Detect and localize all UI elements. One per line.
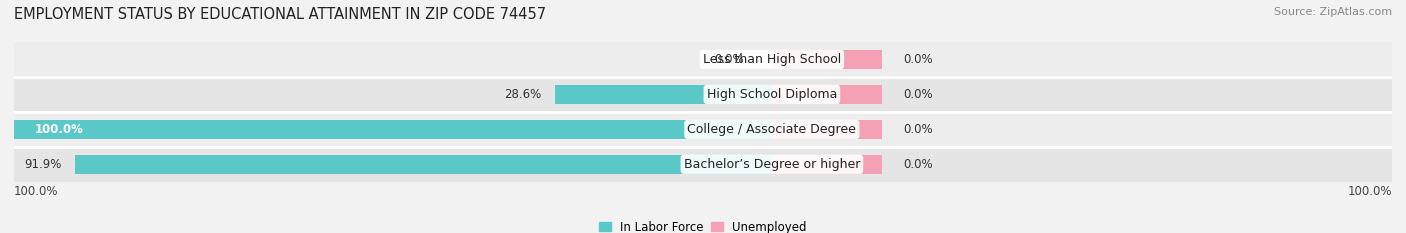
Bar [772, 120, 882, 139]
Text: 91.9%: 91.9% [24, 158, 62, 171]
Bar [14, 112, 1392, 147]
Bar [555, 85, 772, 104]
Text: 100.0%: 100.0% [1347, 185, 1392, 198]
Text: 0.0%: 0.0% [903, 123, 932, 136]
Text: Less than High School: Less than High School [703, 53, 841, 66]
Legend: In Labor Force, Unemployed: In Labor Force, Unemployed [595, 216, 811, 233]
Bar [772, 155, 882, 174]
Text: 100.0%: 100.0% [14, 185, 59, 198]
Text: Bachelor’s Degree or higher: Bachelor’s Degree or higher [683, 158, 860, 171]
Text: Source: ZipAtlas.com: Source: ZipAtlas.com [1274, 7, 1392, 17]
Text: 28.6%: 28.6% [505, 88, 541, 101]
Bar [14, 147, 1392, 182]
Text: 0.0%: 0.0% [903, 88, 932, 101]
Bar [14, 120, 772, 139]
Bar [76, 155, 772, 174]
Text: College / Associate Degree: College / Associate Degree [688, 123, 856, 136]
Bar [772, 85, 882, 104]
Text: 0.0%: 0.0% [903, 53, 932, 66]
Text: EMPLOYMENT STATUS BY EDUCATIONAL ATTAINMENT IN ZIP CODE 74457: EMPLOYMENT STATUS BY EDUCATIONAL ATTAINM… [14, 7, 546, 22]
Bar [14, 77, 1392, 112]
Text: 0.0%: 0.0% [903, 158, 932, 171]
Bar [772, 50, 882, 69]
Text: 0.0%: 0.0% [714, 53, 744, 66]
Text: High School Diploma: High School Diploma [707, 88, 837, 101]
Text: 100.0%: 100.0% [35, 123, 83, 136]
Bar [14, 42, 1392, 77]
